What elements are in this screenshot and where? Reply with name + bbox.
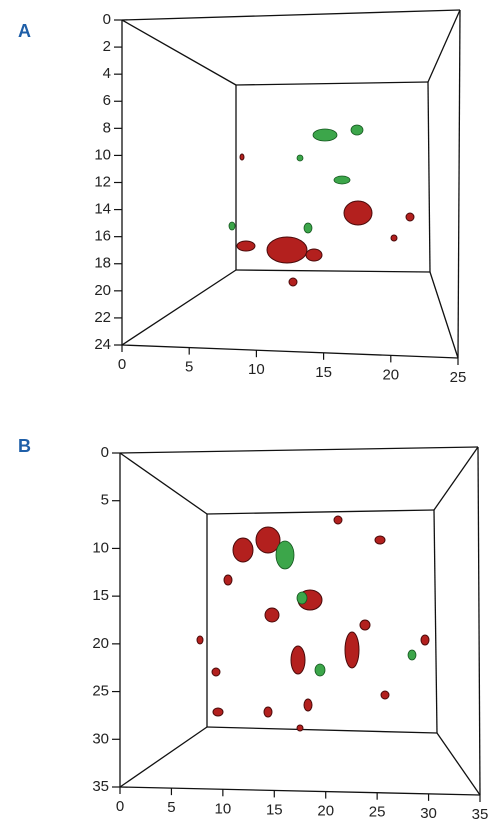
y-tick-label: 18 — [94, 255, 111, 272]
y-tick-label: 15 — [92, 587, 109, 604]
x-axis — [121, 344, 459, 359]
y-tick-label: 22 — [94, 309, 111, 326]
y-tick-label: 5 — [101, 492, 109, 509]
x-tick-label: 5 — [167, 799, 175, 816]
y-tick-label: 14 — [94, 201, 111, 218]
x-tick-label: 20 — [382, 366, 399, 383]
y-tick-label: 30 — [92, 730, 109, 747]
x-tick-label: 5 — [185, 359, 193, 376]
y-tick-label: 24 — [94, 336, 111, 353]
x-tick-label: 35 — [472, 806, 489, 823]
y-tick-label: 0 — [101, 444, 109, 461]
x-tick-label: 0 — [118, 356, 126, 373]
x-tick-label: 25 — [450, 369, 467, 386]
x-tick-label: 25 — [369, 804, 386, 821]
x-tick-label: 0 — [116, 798, 124, 815]
y-tick-label: 8 — [103, 119, 111, 136]
y-tick-label: 12 — [94, 173, 111, 190]
y-tick-label: 25 — [92, 683, 109, 700]
x-tick-label: 20 — [317, 803, 334, 820]
x-tick-label: 10 — [248, 361, 265, 378]
y-tick-label: 20 — [94, 282, 111, 299]
y-tick-label: 16 — [94, 228, 111, 245]
y-tick-label: 10 — [92, 539, 109, 556]
x-tick-label: 15 — [315, 364, 332, 381]
blobs-b — [196, 515, 430, 732]
y-tick-label: 4 — [103, 65, 111, 82]
x-tick-label: 10 — [215, 800, 232, 817]
box-frame-a — [121, 9, 461, 359]
x-axis — [119, 786, 481, 796]
panel-label: B — [18, 436, 31, 456]
y-tick-label: 20 — [92, 635, 109, 652]
x-tick-label: 15 — [266, 801, 283, 818]
y-tick-label: 10 — [94, 146, 111, 163]
y-tick-label: 2 — [103, 38, 111, 55]
panel-label: A — [18, 21, 31, 41]
y-tick-label: 35 — [92, 778, 109, 795]
y-tick-label: 0 — [103, 11, 111, 28]
blobs-a — [228, 124, 415, 287]
y-tick-label: 6 — [103, 92, 111, 109]
x-tick-label: 30 — [420, 805, 437, 822]
box-frame-b — [119, 446, 481, 796]
